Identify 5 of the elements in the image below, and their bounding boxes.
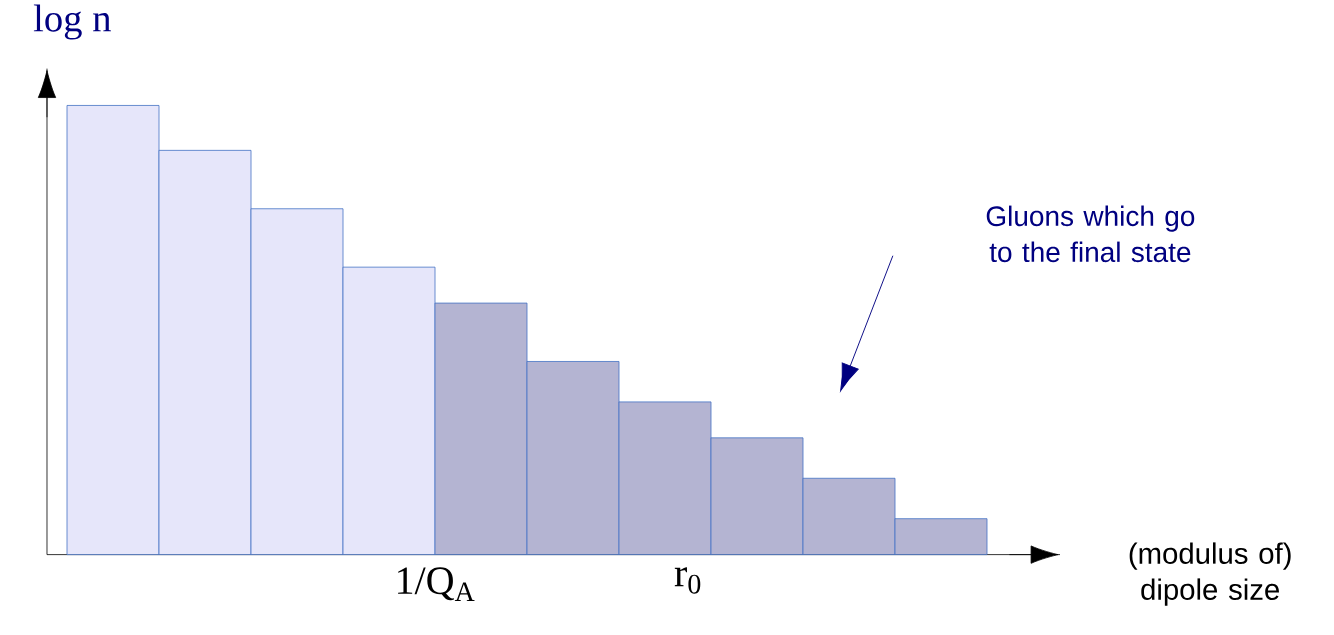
y-axis-title: log n bbox=[33, 4, 111, 40]
text: 1/Q$_{A}$ bbox=[398, 567, 475, 602]
text: r$_{0}$ bbox=[674, 567, 701, 594]
x-axis-title: (modulus of) dipole size bbox=[1129, 542, 1291, 606]
annotation: Gluons which go to the final state bbox=[986, 205, 1195, 263]
